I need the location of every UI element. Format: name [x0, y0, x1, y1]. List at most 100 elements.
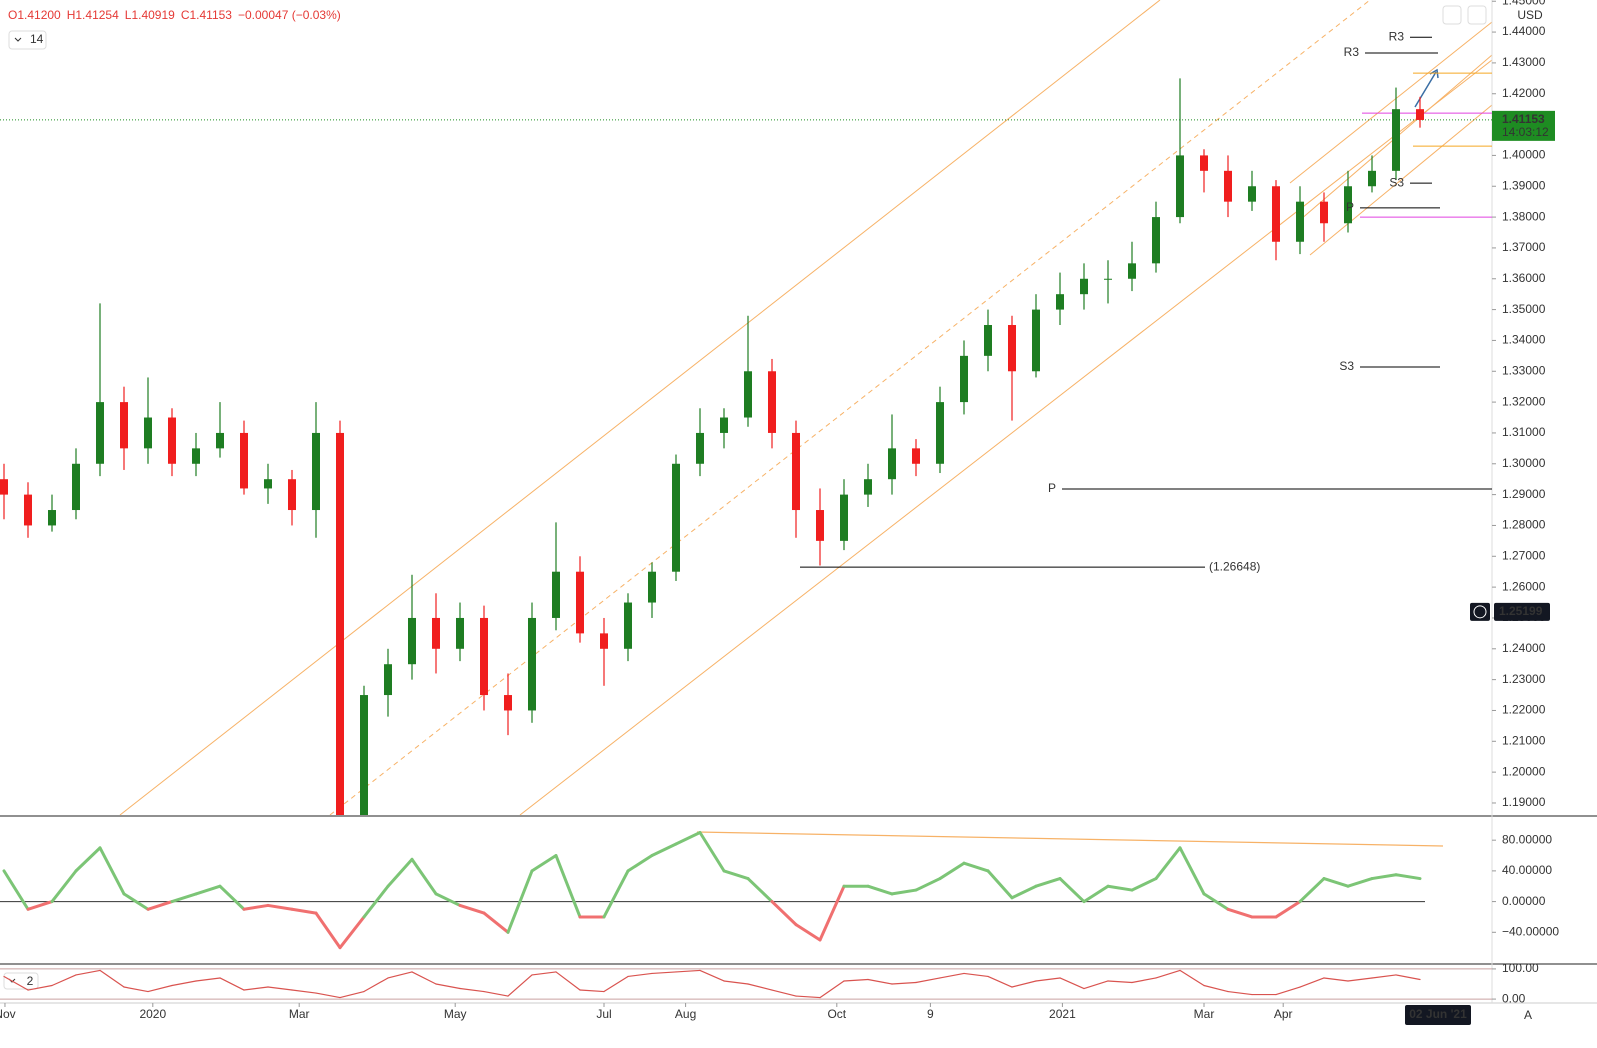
y-tick-label: 1.20000	[1502, 764, 1546, 778]
scale-mode[interactable]: A	[1524, 1008, 1532, 1022]
candle-body	[648, 571, 657, 603]
indicator-segment	[1371, 974, 1397, 979]
candle-body	[1128, 263, 1137, 279]
indicator-segment	[914, 877, 942, 892]
indicator-segment	[74, 846, 102, 873]
indicator-segment	[1179, 969, 1205, 987]
indicator-segment	[2, 869, 30, 911]
channel-line	[1289, 21, 1492, 184]
indicator-segment	[290, 907, 318, 915]
indicator-segment	[962, 861, 990, 873]
indicator-segment	[554, 854, 582, 919]
indicator-segment	[722, 869, 750, 881]
x-tick-label: 9	[927, 1007, 934, 1021]
indicator-segment	[1322, 877, 1350, 888]
interval-box[interactable]	[8, 30, 47, 50]
indicator-segment	[243, 986, 269, 991]
crosshair-button	[1470, 602, 1490, 621]
indicator-segment	[51, 974, 77, 987]
indicator-segment	[1106, 884, 1134, 892]
y-tick-label: 1.34000	[1502, 333, 1546, 347]
y-tick-label: 1.27000	[1502, 548, 1546, 562]
indicator-segment	[891, 981, 917, 985]
candle-body	[1152, 217, 1161, 264]
indicator-segment	[291, 989, 317, 994]
indicator-segment	[195, 977, 221, 982]
indicator-pane	[0, 968, 1492, 1000]
y-tick-label: 40.00000	[1502, 863, 1552, 877]
level-label: P	[1346, 200, 1354, 214]
y-tick-label: 1.36000	[1502, 271, 1546, 285]
candle-body	[624, 602, 633, 649]
candle-body	[1368, 170, 1377, 187]
button[interactable]	[1467, 5, 1487, 25]
candle-body	[504, 695, 513, 711]
candle-body	[552, 571, 561, 618]
y-tick-label: 1.29000	[1502, 487, 1546, 501]
candle-body	[1176, 155, 1185, 218]
indicator-segment	[1107, 980, 1133, 984]
indicator-segment	[459, 987, 485, 993]
indicator-segment	[602, 869, 630, 919]
y-tick-label: 1.35000	[1502, 302, 1546, 316]
x-tick-label: Mar	[1194, 1007, 1215, 1021]
candle-body	[864, 479, 873, 495]
y-tick-label: 1.40000	[1502, 148, 1546, 162]
channel-line	[1309, 104, 1492, 256]
indicator-segment	[242, 903, 270, 911]
indicator-segment	[194, 884, 222, 896]
button[interactable]	[1442, 5, 1462, 25]
x-tick-label: Oct	[827, 1007, 846, 1021]
indicator-segment	[1394, 873, 1422, 881]
y-tick-label: 1.33000	[1502, 363, 1546, 377]
indicator-segment	[986, 869, 1014, 900]
candle-body	[1248, 186, 1257, 202]
indicator-segment	[579, 989, 605, 993]
osc-trendline	[696, 831, 1444, 847]
indicator-segment	[99, 969, 125, 988]
y-tick-label: 1.30000	[1502, 456, 1546, 470]
indicator-segment	[122, 892, 150, 911]
candle-body	[0, 479, 9, 495]
indicator-segment	[1395, 974, 1421, 981]
candle-body	[816, 510, 825, 541]
indicator-segment	[530, 854, 558, 873]
indicator-segment	[1130, 877, 1158, 892]
chevron	[14, 37, 22, 42]
indicator-segment	[1346, 877, 1374, 888]
indicator-segment	[603, 975, 629, 993]
candle-body	[384, 664, 393, 696]
candle-body	[456, 617, 465, 649]
indicator-segment	[1227, 990, 1253, 996]
indicator-segment	[938, 861, 966, 881]
crosshair-price-label: 1.25199	[1499, 604, 1543, 618]
indicator-segment	[266, 903, 294, 911]
indicator-segment	[1083, 980, 1109, 990]
y-tick-label: 1.19000	[1502, 795, 1546, 809]
candle-body	[192, 448, 201, 464]
x-tick-label: May	[444, 1007, 467, 1021]
indicator-segment	[315, 992, 341, 999]
indicator-segment	[411, 971, 437, 985]
level-label: S3	[1339, 359, 1354, 373]
indicator-segment	[555, 971, 581, 991]
indicator-segment	[1131, 977, 1157, 984]
indicator-segment	[507, 974, 533, 997]
indicator-segment	[362, 884, 390, 919]
pane-box[interactable]	[3, 972, 39, 990]
indicator-segment	[218, 884, 246, 911]
indicator-segment	[75, 969, 101, 976]
indicator-segment	[98, 846, 126, 896]
candle-body	[312, 432, 321, 511]
indicator-segment	[482, 911, 510, 934]
y-tick-label: 1.42000	[1502, 86, 1546, 100]
candle-body	[1272, 186, 1281, 242]
main-pane	[0, 36, 1492, 815]
indicator-segment	[123, 986, 149, 993]
ohlc-value: H1.41254	[67, 8, 119, 22]
candle-body	[672, 463, 681, 572]
indicator-segment	[386, 857, 414, 888]
candle-body	[792, 432, 801, 511]
indicator-segment	[531, 971, 557, 976]
indicator-segment	[458, 903, 486, 915]
